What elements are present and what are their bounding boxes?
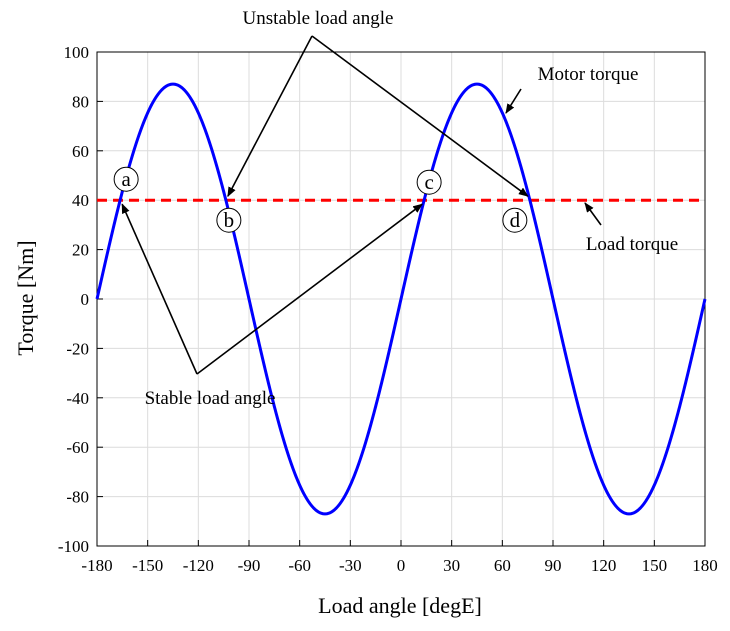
motor-torque-line [95, 82, 707, 516]
stable-annotation: Stable load angle [145, 388, 276, 409]
x-tick-label: -60 [288, 556, 311, 575]
x-tick-label: -30 [339, 556, 362, 575]
point-d-circle [502, 207, 528, 233]
point-b-label: b [224, 208, 235, 232]
arrow-motor-torque [505, 88, 522, 114]
arrow-unstable-to-b [227, 35, 313, 198]
x-tick-label: 60 [494, 556, 511, 575]
point-a-circle [113, 166, 139, 192]
point-b-circle [216, 207, 242, 233]
motor-torque-label: Motor torque [538, 64, 639, 85]
x-tick-label: 90 [545, 556, 562, 575]
point-d-label: d [510, 208, 521, 232]
annotation-arrows [121, 35, 602, 375]
y-tick-label: 40 [72, 191, 89, 210]
x-tick-label: -120 [183, 556, 214, 575]
y-tick-labels: -100 -80 -60 -40 -20 0 20 40 60 80 100 [58, 43, 89, 556]
point-c-label: c [424, 170, 433, 194]
x-tick-label: 120 [591, 556, 617, 575]
x-tick-label: 0 [397, 556, 406, 575]
x-tick-label: -180 [81, 556, 112, 575]
arrow-stable-to-a [121, 203, 198, 375]
y-tick-label: -100 [58, 537, 89, 556]
x-tick-label: -150 [132, 556, 163, 575]
arrow-load-torque [584, 202, 602, 226]
intersection-points: a b c d [113, 166, 528, 233]
y-tick-label: 80 [72, 92, 89, 111]
x-tick-labels: -180 -150 -120 -90 -60 -30 0 30 60 90 120 150 180 [81, 556, 717, 575]
y-tick-label: -20 [66, 339, 89, 358]
load-torque-label: Load torque [586, 234, 678, 255]
y-tick-label: -80 [66, 488, 89, 507]
y-tick-label: 20 [72, 241, 89, 260]
y-axis-label: Torque [Nm] [13, 240, 38, 355]
x-axis-label: Load angle [degE] [318, 593, 482, 618]
x-tick-label: 180 [692, 556, 718, 575]
y-tick-label: 0 [81, 290, 90, 309]
y-tick-label: -40 [66, 389, 89, 408]
arrow-stable-to-c [196, 203, 423, 375]
y-tick-label: 60 [72, 142, 89, 161]
x-tick-label: 150 [642, 556, 668, 575]
point-a-label: a [121, 167, 131, 191]
x-tick-label: -90 [238, 556, 261, 575]
unstable-annotation: Unstable load angle [243, 8, 394, 29]
x-tick-label: 30 [443, 556, 460, 575]
y-tick-label: 100 [64, 43, 90, 62]
arrow-unstable-to-d [311, 35, 529, 197]
y-tick-label: -60 [66, 438, 89, 457]
point-c-circle [416, 169, 442, 195]
